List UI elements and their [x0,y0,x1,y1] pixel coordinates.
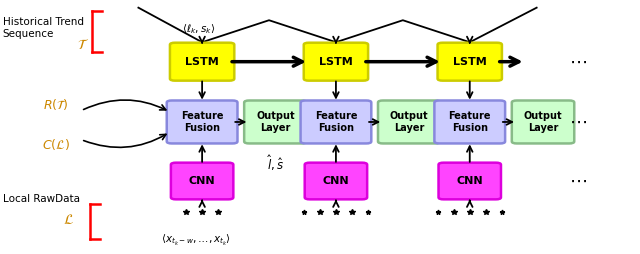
Text: $R(\mathcal{T})$: $R(\mathcal{T})$ [43,97,68,112]
Text: $\cdots$: $\cdots$ [569,53,587,71]
Text: $\cdots$: $\cdots$ [569,113,587,131]
Text: CNN: CNN [189,176,216,186]
Text: $\mathcal{L}$: $\mathcal{L}$ [63,213,74,227]
Text: Output
Layer: Output Layer [524,111,563,133]
Text: Local RawData: Local RawData [3,194,79,204]
Text: $\cdots$: $\cdots$ [569,172,587,190]
FancyBboxPatch shape [244,101,307,144]
Text: CNN: CNN [456,176,483,186]
Text: Feature
Fusion: Feature Fusion [315,111,357,133]
FancyBboxPatch shape [378,101,440,144]
FancyBboxPatch shape [304,43,368,81]
FancyBboxPatch shape [171,163,234,199]
Text: LSTM: LSTM [453,57,486,67]
Text: LSTM: LSTM [185,57,219,67]
Text: $\mathcal{T}$: $\mathcal{T}$ [77,38,89,52]
FancyBboxPatch shape [167,101,237,144]
Text: Output
Layer: Output Layer [390,111,429,133]
Text: Feature
Fusion: Feature Fusion [449,111,491,133]
FancyBboxPatch shape [305,163,367,199]
Text: $C(\mathcal{L})$: $C(\mathcal{L})$ [42,137,70,152]
Text: $\hat{l}, \hat{s}$: $\hat{l}, \hat{s}$ [267,153,284,173]
Text: CNN: CNN [323,176,349,186]
FancyBboxPatch shape [512,101,574,144]
Text: Historical Trend
Sequence: Historical Trend Sequence [3,17,84,39]
FancyBboxPatch shape [438,163,501,199]
FancyBboxPatch shape [170,43,234,81]
Text: $\langle x_{t_k-w}, \ldots, x_{t_k} \rangle$: $\langle x_{t_k-w}, \ldots, x_{t_k} \ran… [161,233,230,248]
FancyBboxPatch shape [435,101,505,144]
Text: Output
Layer: Output Layer [256,111,294,133]
Text: Feature
Fusion: Feature Fusion [181,111,223,133]
Text: $\langle \ell_k, s_k \rangle$: $\langle \ell_k, s_k \rangle$ [182,22,216,36]
FancyBboxPatch shape [438,43,502,81]
Text: LSTM: LSTM [319,57,353,67]
FancyBboxPatch shape [301,101,371,144]
